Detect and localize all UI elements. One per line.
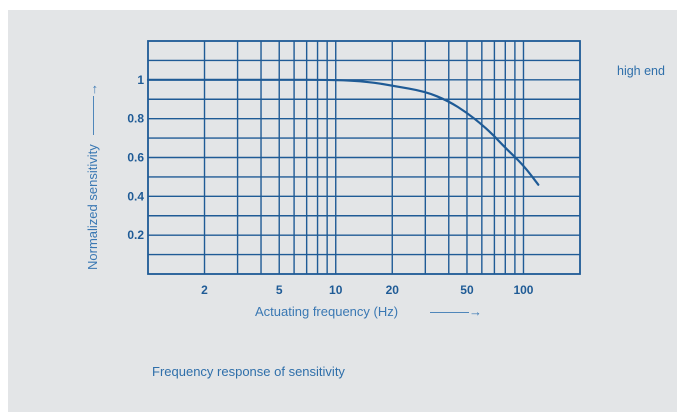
x-tick-label: 100 [513, 283, 533, 297]
x-axis-label: Actuating frequency (Hz) [255, 304, 398, 319]
y-tick-label: 0.2 [127, 228, 144, 242]
x-tick-label: 10 [329, 283, 343, 297]
x-tick-label: 5 [276, 283, 283, 297]
y-tick-label: 0.6 [127, 151, 144, 165]
x-axis-arrow: ———→ [430, 304, 482, 319]
curve-layer [146, 78, 540, 186]
y-axis-arrow: ———→ [85, 83, 100, 135]
y-tick-label: 0.8 [127, 112, 144, 126]
tick-labels: 2 5 10 20 50 100 0.2 0.4 0.6 0.8 1 [127, 73, 534, 297]
x-tick-label: 50 [460, 283, 474, 297]
figure-caption: Frequency response of sensitivity [152, 364, 345, 379]
x-tick-label: 2 [201, 283, 208, 297]
figure-panel [8, 10, 677, 412]
y-tick-label: 0.4 [127, 189, 144, 203]
side-note: high end [617, 64, 665, 78]
y-tick-label: 1 [137, 73, 144, 87]
y-axis-label: Normalized sensitivity [85, 144, 100, 270]
sensitivity-curve [146, 78, 540, 186]
x-tick-label: 20 [386, 283, 400, 297]
